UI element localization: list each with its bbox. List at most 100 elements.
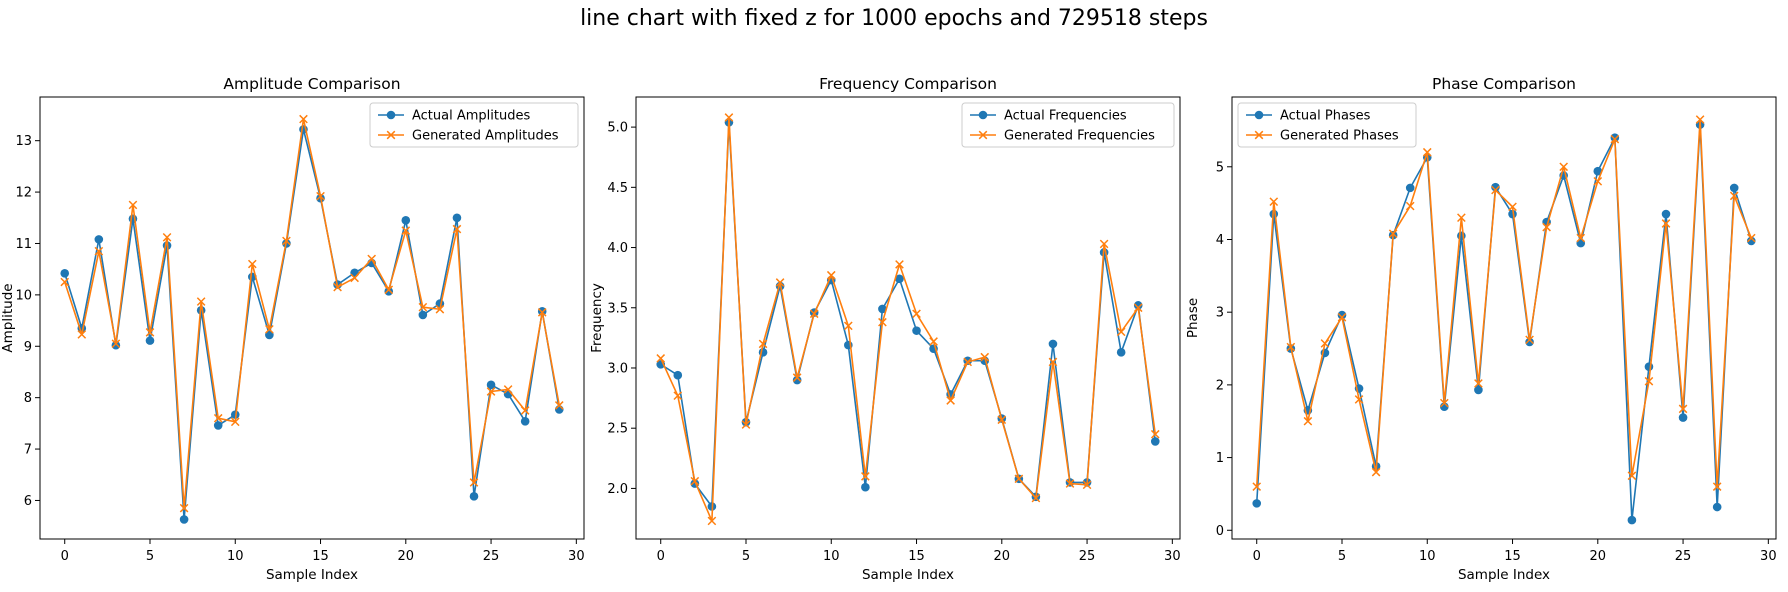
legend-entry-label: Actual Frequencies	[1004, 109, 1127, 124]
frequency-plot-frame	[635, 96, 1181, 540]
y-tick-label: 4	[1216, 233, 1224, 248]
generated-data-point	[1610, 134, 1620, 144]
amplitude-series-actual-line	[63, 128, 561, 521]
generated-data-point	[1031, 493, 1041, 503]
actual-data-point	[1661, 209, 1671, 219]
generated-data-point	[418, 302, 428, 312]
x-tick-label: 30	[568, 549, 585, 564]
actual-data-point	[1593, 166, 1603, 176]
generated-data-point	[707, 516, 717, 526]
phase-series-actual-line	[1255, 123, 1753, 521]
x-tick-label: 0	[1253, 549, 1261, 564]
generated-data-point	[145, 328, 155, 337]
amplitude-plot-frame	[39, 96, 585, 540]
generated-data-point	[878, 317, 887, 327]
generated-data-point	[1525, 335, 1534, 345]
legend-marker-x	[1254, 130, 1264, 140]
generated-data-point	[1661, 219, 1671, 228]
x-tick-label: 10	[1419, 549, 1436, 564]
generated-data-point	[77, 330, 87, 339]
actual-data-point	[554, 405, 564, 414]
frequency-title: Frequency Comparison	[819, 75, 997, 93]
generated-data-point	[792, 373, 802, 382]
actual-data-point	[469, 492, 479, 501]
generated-data-point	[1457, 213, 1466, 223]
generated-data-point	[741, 420, 751, 429]
actual-data-point	[673, 370, 683, 380]
generated-data-point	[1508, 202, 1517, 212]
phase-subplot: Phase Comparison 0 5 10 15 20 25 30 0 1 2 3 4 5 Sample…	[1185, 75, 1777, 583]
x-tick-label: 30	[1164, 549, 1181, 564]
actual-data-point	[452, 213, 462, 223]
generated-data-point	[1576, 233, 1586, 243]
generated-data-point	[656, 354, 666, 363]
generated-data-point	[1269, 197, 1279, 207]
phase-series-generated-line	[1255, 118, 1753, 488]
generated-data-point	[1405, 201, 1415, 211]
legend-entry-label: Actual Amplitudes	[412, 109, 530, 124]
phase-legend: Actual Phases Generated Phases	[1237, 102, 1417, 148]
generated-data-point	[1371, 467, 1381, 477]
generated-data-point	[179, 503, 189, 513]
generated-data-point	[912, 309, 921, 319]
actual-data-point	[384, 286, 394, 296]
generated-data-point	[1116, 327, 1126, 337]
x-tick-label: 10	[823, 549, 840, 564]
generated-data-point	[1252, 482, 1262, 491]
actual-data-point	[1474, 385, 1483, 395]
y-tick-label: 3	[1216, 306, 1224, 321]
x-tick-label: 10	[227, 549, 244, 564]
phase-plot-frame	[1231, 96, 1777, 540]
frequency-legend: Actual Frequencies Generated Frequencies	[961, 102, 1175, 148]
actual-data-point	[486, 380, 496, 390]
x-tick-label: 30	[1760, 549, 1777, 564]
actual-data-point	[1746, 236, 1756, 246]
frequency-subplot: Frequency Comparison 0 5 10 15 20 25 30 2.0 2.5 3.…	[589, 75, 1181, 583]
generated-data-point	[1354, 395, 1364, 404]
actual-data-point	[1678, 413, 1688, 422]
amplitude-subplot: Amplitude Comparison 0 5 10 15 20 25 30 6 7 8 9 10 11…	[0, 75, 585, 583]
y-tick-label: 10	[15, 288, 32, 303]
legend-entry-label: Generated Amplitudes	[412, 129, 559, 144]
actual-data-point	[1048, 339, 1058, 349]
actual-data-point	[1150, 437, 1160, 446]
generated-data-point	[1439, 398, 1449, 408]
generated-data-point	[673, 391, 683, 401]
x-tick-label: 20	[1590, 549, 1607, 564]
generated-data-point	[1746, 233, 1756, 243]
legend-entry-label: Actual Phases	[1280, 109, 1371, 124]
legend-marker-circle	[386, 110, 396, 120]
phase-y-axis-label: Phase	[1185, 298, 1201, 338]
actual-data-point	[179, 515, 189, 524]
generated-data-point	[929, 337, 938, 346]
actual-data-point	[60, 268, 70, 278]
y-tick-label: 2.5	[607, 422, 628, 437]
generated-data-point	[282, 236, 291, 246]
phase-x-axis-label: Sample Index	[1458, 567, 1550, 583]
generated-data-point	[1099, 239, 1109, 249]
x-tick-label: 20	[994, 549, 1011, 564]
generated-data-point	[1303, 416, 1313, 426]
frequency-series-actual-line	[660, 121, 1157, 508]
legend-marker-circle	[1254, 110, 1264, 120]
y-tick-label: 7	[24, 443, 32, 458]
generated-data-point	[469, 478, 479, 487]
phase-title: Phase Comparison	[1432, 75, 1576, 93]
amplitude-y-axis-label: Amplitude	[0, 283, 16, 352]
generated-data-point	[1388, 229, 1398, 239]
generated-data-point	[196, 297, 206, 306]
generated-data-point	[316, 191, 325, 201]
x-tick-label: 0	[657, 549, 665, 564]
generated-data-point	[230, 417, 240, 427]
generated-data-point	[690, 476, 700, 486]
generated-data-point	[1286, 342, 1296, 352]
generated-data-point	[1542, 222, 1551, 232]
y-tick-label: 5	[1216, 160, 1224, 175]
generated-data-point	[1644, 376, 1654, 386]
generated-data-point	[1695, 115, 1705, 124]
generated-data-point	[128, 200, 138, 210]
generated-data-point	[435, 304, 445, 314]
actual-data-point	[520, 417, 530, 426]
y-tick-label: 2	[1216, 378, 1224, 393]
generated-data-point	[503, 385, 513, 394]
